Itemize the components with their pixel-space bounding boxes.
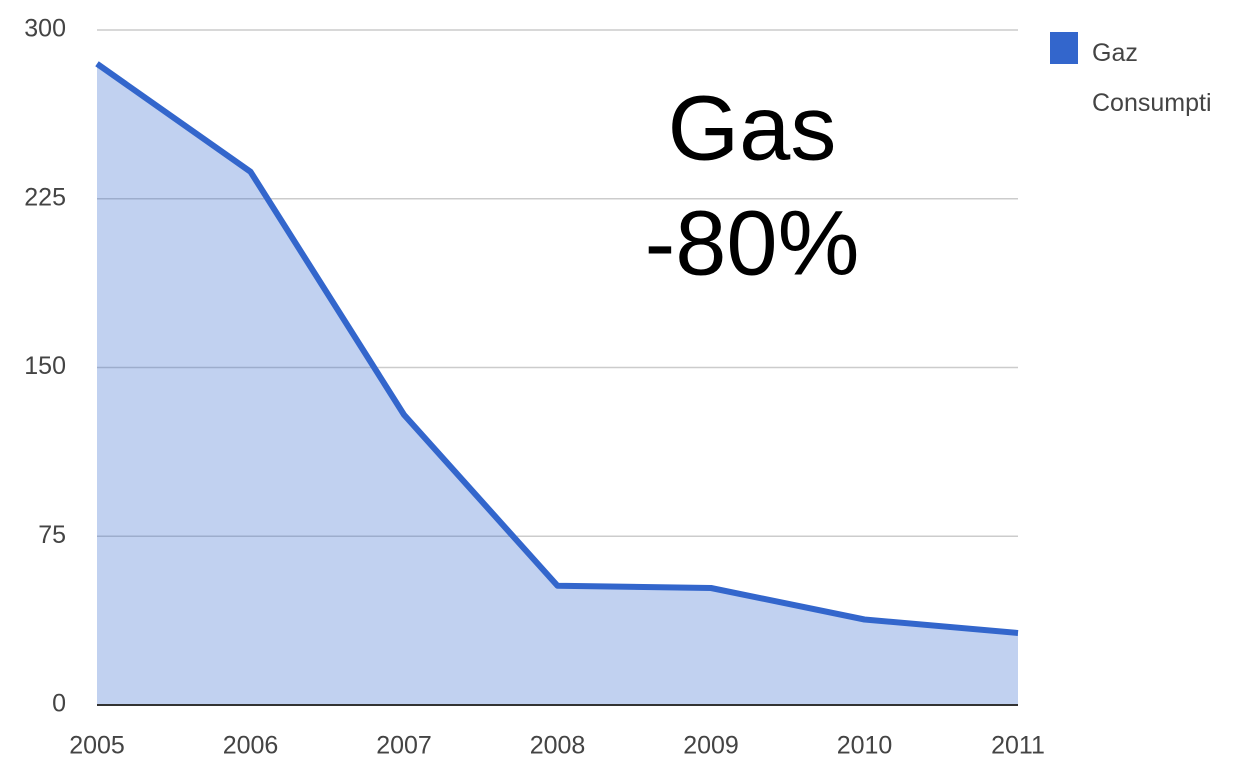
line <box>95 61 1019 636</box>
y-tick-label: 150 <box>24 352 66 380</box>
x-tick-label: 2007 <box>376 732 432 760</box>
annotation: Gas <box>668 77 837 179</box>
y-tick-label: 75 <box>38 521 66 549</box>
y-tick-label: 0 <box>52 690 66 718</box>
x-tick-label: 2011 <box>991 732 1045 760</box>
area-fill <box>97 63 1018 705</box>
x-tick-label: 2009 <box>683 732 739 760</box>
legend-swatch <box>1050 32 1078 64</box>
x-tick-label: 2006 <box>223 732 279 760</box>
legend-label: Gaz Consumpti <box>1092 39 1212 117</box>
x-tick-label: 2008 <box>530 732 586 760</box>
annotation: -80% <box>645 192 860 294</box>
x-tick-label: 2010 <box>837 732 893 760</box>
y-tick-label: 225 <box>24 183 66 211</box>
y-tick-label: 300 <box>24 15 66 43</box>
x-tick-label: 2005 <box>69 732 125 760</box>
